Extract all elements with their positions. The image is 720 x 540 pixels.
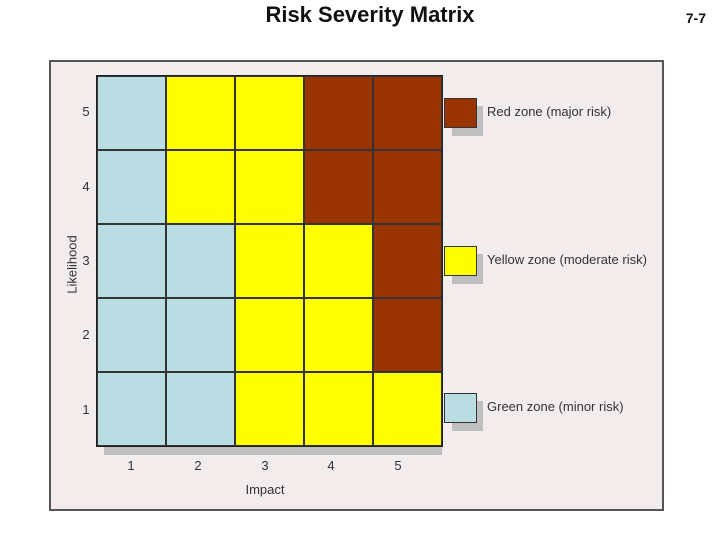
risk-matrix-grid [96,75,443,447]
matrix-cell-yellow [235,298,304,372]
matrix-cell-yellow [166,150,235,224]
matrix-cell-red [373,150,442,224]
matrix-cell-yellow [373,372,442,446]
matrix-cell-yellow [304,372,373,446]
matrix-cell-yellow [166,76,235,150]
matrix-cell-yellow [304,298,373,372]
matrix-cell-yellow [235,224,304,298]
matrix-cell-green [97,76,166,150]
matrix-cell-red [304,150,373,224]
x-tick-label: 5 [394,458,402,473]
legend-label-red: Red zone (major risk) [487,104,612,119]
matrix-cell-yellow [235,150,304,224]
x-tick-label: 2 [194,458,202,473]
matrix-cell-red [373,224,442,298]
y-tick-label: 3 [82,253,90,268]
matrix-cell-green [97,298,166,372]
legend-label-green: Green zone (minor risk) [487,399,624,414]
x-tick-label: 1 [127,458,135,473]
matrix-cell-green [97,224,166,298]
legend-swatch-red [444,98,477,128]
legend-swatch-yellow [444,246,477,276]
y-tick-label: 4 [82,178,90,194]
page-title: Risk Severity Matrix [265,2,475,27]
legend-label-yellow: Yellow zone (moderate risk) [487,252,647,267]
y-tick-label: 2 [82,327,90,343]
x-axis-title: Impact [245,482,285,497]
matrix-cell-green [166,224,235,298]
matrix-cell-green [97,372,166,446]
y-axis-title: Likelihood [64,235,80,294]
legend-swatch-green [444,393,477,423]
matrix-cell-green [166,298,235,372]
matrix-cell-yellow [304,224,373,298]
matrix-cell-yellow [235,372,304,446]
matrix-cell-green [97,150,166,224]
slide-number: 7-7 [685,10,706,26]
matrix-cell-red [304,76,373,150]
matrix-cell-red [373,298,442,372]
y-tick-label: 5 [82,104,90,120]
matrix-cell-yellow [235,76,304,150]
y-tick-label: 1 [82,401,90,417]
matrix-cell-green [166,372,235,446]
x-tick-label: 3 [261,458,269,473]
x-tick-label: 4 [327,458,335,473]
matrix-cell-red [373,76,442,150]
